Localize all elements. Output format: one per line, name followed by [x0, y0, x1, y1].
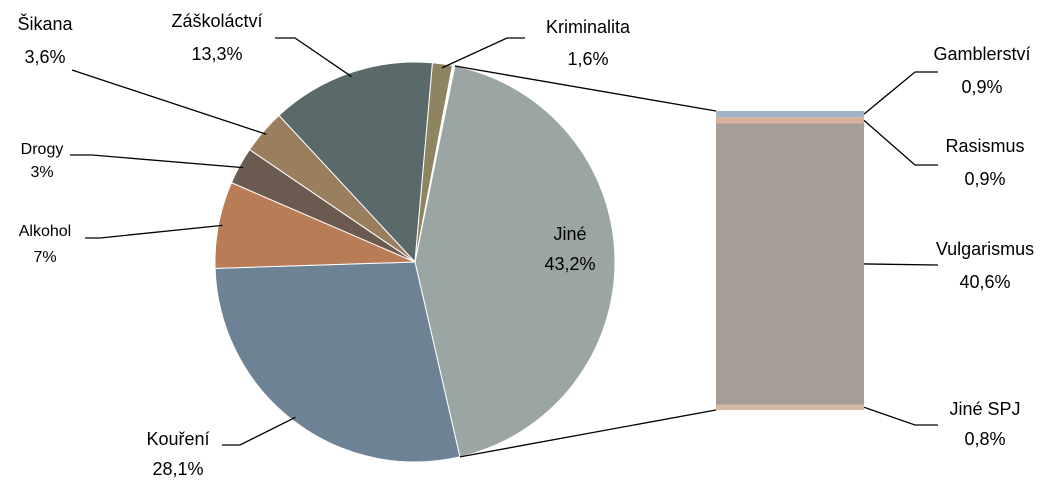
slice-value-label: 43,2% — [544, 254, 595, 274]
bar-label: Gamblerství — [933, 44, 1030, 64]
slice-label: Drogy — [21, 141, 64, 158]
bar-value-label: 0,9% — [961, 77, 1002, 97]
leader-line — [863, 263, 939, 266]
connector — [454, 65, 717, 112]
pie-slice — [414, 62, 453, 263]
connector — [459, 409, 717, 458]
slice-value-label: 13,3% — [191, 44, 242, 64]
bar-label: Rasismus — [945, 136, 1024, 156]
slice-label: Kouření — [146, 429, 209, 449]
slice-label: Kriminalita — [546, 17, 631, 37]
bar-segment — [716, 123, 864, 405]
slice-label: Šikana — [17, 13, 73, 34]
bar-segment — [716, 111, 864, 118]
pie-slice — [278, 61, 434, 264]
leader-line — [85, 224, 223, 239]
leader-line — [863, 406, 938, 426]
bar-value-label: 40,6% — [959, 272, 1010, 292]
leader-line — [70, 154, 244, 169]
slice-value-label: 3% — [30, 164, 53, 181]
pie-slice — [414, 65, 616, 458]
bar-value-label: 0,9% — [964, 169, 1005, 189]
bar-value-label: 0,8% — [964, 429, 1005, 449]
slice-value-label: 3,6% — [24, 47, 65, 67]
slice-value-label: 7% — [33, 249, 56, 266]
slice-label: Alkohol — [19, 223, 71, 240]
slice-value-label: 28,1% — [152, 459, 203, 479]
slice-label: Jiné — [553, 224, 586, 244]
bar-segment — [716, 117, 864, 124]
bar-segment — [716, 404, 864, 410]
leader-line — [863, 71, 938, 115]
leader-line — [441, 37, 525, 69]
bar-label: Jiné SPJ — [949, 399, 1020, 419]
leader-line — [222, 416, 296, 446]
leader-line — [863, 119, 938, 166]
bar-label: Vulgarismus — [936, 239, 1034, 259]
leader-line — [71, 69, 267, 135]
leader-line — [275, 37, 352, 78]
slice-label: Záškoláctví — [171, 11, 262, 31]
pie-slice — [214, 261, 461, 463]
slice-value-label: 1,6% — [567, 49, 608, 69]
